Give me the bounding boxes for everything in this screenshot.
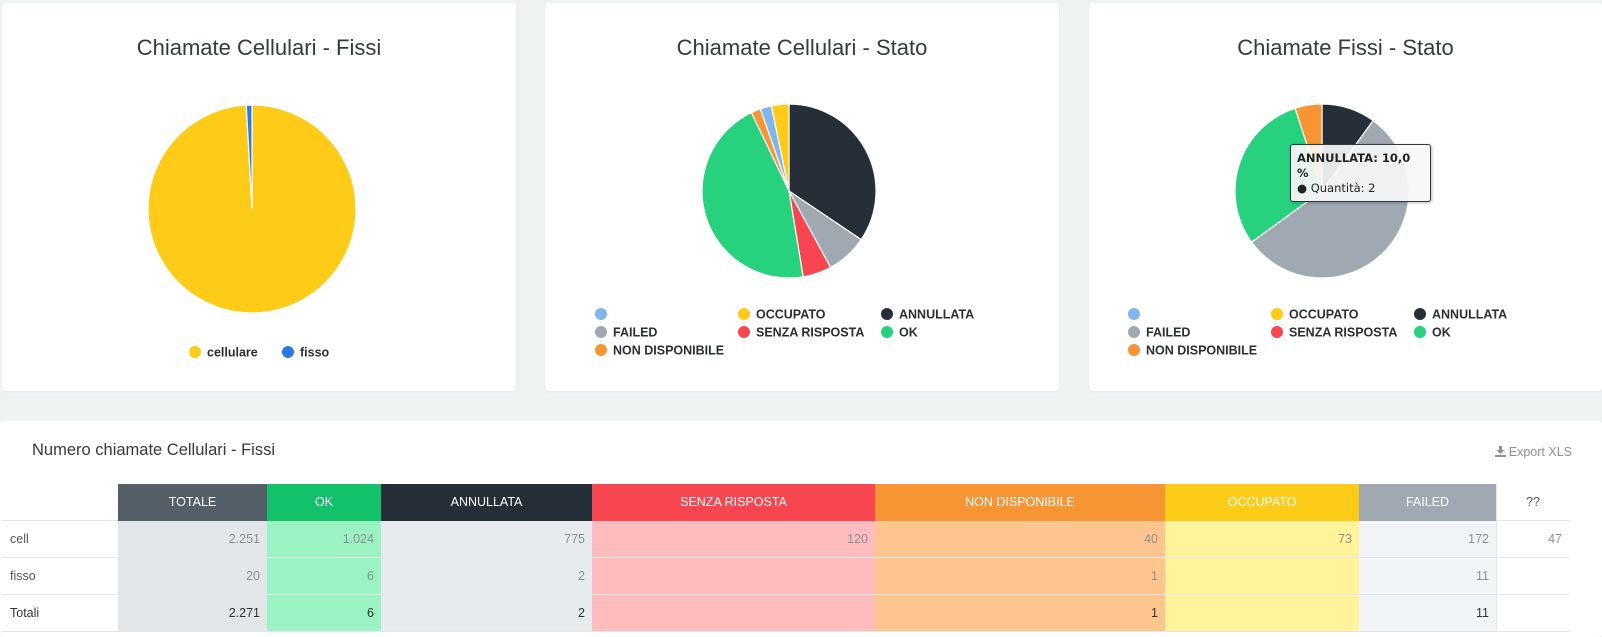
table-cell-annullata: 775 [381, 520, 592, 558]
legend-marker-occupato[interactable] [1271, 308, 1283, 320]
calls-table: TOTALE OK ANNULLATA SENZA RISPOSTA NON D… [2, 484, 1569, 632]
table-cell-blank [1496, 594, 1569, 632]
row-label: cell [2, 520, 118, 558]
table-cell-annullata: 2 [381, 594, 592, 632]
table-cell-annullata: 2 [381, 557, 592, 595]
table-card: Numero chiamate Cellulari - Fissi Export… [0, 421, 1602, 637]
legend-marker-ok[interactable] [881, 326, 893, 338]
header-annullata[interactable]: ANNULLATA [381, 484, 592, 521]
chart-card-cellulari-stato: Chiamate Cellulari - Stato OCCUPATO ANNUL… [545, 3, 1059, 391]
pie-slice-fisso[interactable] [245, 104, 253, 210]
table-cell-failed: 11 [1359, 594, 1497, 632]
pie-slice-ok[interactable] [701, 111, 804, 279]
chart-title: Chiamate Cellulari - Fissi [136, 35, 382, 60]
header-totale[interactable]: TOTALE [118, 484, 267, 521]
legend-label-non-disponibile[interactable]: NON DISPONIBILE [1146, 344, 1257, 358]
table-cell-ok: 1.024 [267, 520, 381, 558]
chart-card-fissi-stato: Chiamate Fissi - Stato OCCUPATO ANNULLATA… [1089, 3, 1602, 391]
chart-tooltip: ANNULLATA: 10,0 % ● Quantità: 2 [1290, 144, 1431, 202]
header-blank [2, 484, 118, 521]
pie-slice-annullata[interactable] [788, 103, 877, 241]
table-cell-non-disponibile: 40 [875, 520, 1165, 558]
table-cell-ok: 6 [267, 594, 381, 632]
legend-label-fisso[interactable]: fisso [300, 346, 330, 360]
table-cell-senza-risposta [592, 557, 875, 595]
legend-marker-failed[interactable] [595, 326, 607, 338]
chart-title: Chiamate Cellulari - Stato [676, 35, 928, 60]
export-label: Export XLS [1508, 445, 1572, 459]
row-label: fisso [2, 557, 118, 595]
table-cell-non-disponibile: 1 [875, 594, 1165, 632]
legend-label-cellulare[interactable]: cellulare [207, 346, 258, 360]
table-cell-failed: 11 [1359, 557, 1497, 595]
legend-label-non-disponibile[interactable]: NON DISPONIBILE [613, 344, 724, 358]
legend-marker-non-disponibile[interactable] [595, 344, 607, 356]
tooltip-line: Quantità: 2 [1310, 181, 1376, 195]
legend-marker-non-disponibile[interactable] [1128, 344, 1140, 356]
chart-card-cellulari-fissi: Chiamate Cellulari - Fissi cellulare fiss… [2, 3, 516, 391]
table-cell-totale: 2.251 [118, 520, 267, 558]
legend-label-failed[interactable]: FAILED [1146, 326, 1190, 340]
header-ok[interactable]: OK [267, 484, 381, 521]
legend-label-senza-risposta[interactable]: SENZA RISPOSTA [1289, 326, 1397, 340]
legend-marker-fisso[interactable] [282, 346, 294, 358]
header-unknown[interactable]: ?? [1496, 484, 1569, 521]
legend-marker-blank[interactable] [1128, 308, 1140, 320]
table-cell-blank [1496, 557, 1569, 595]
legend-label-senza-risposta[interactable]: SENZA RISPOSTA [756, 326, 864, 340]
legend-marker-annullata[interactable] [881, 308, 893, 320]
table-cell-occupato [1165, 594, 1359, 632]
export-xls-button[interactable]: Export XLS [1494, 445, 1572, 459]
legend-marker-senza-risposta[interactable] [1271, 326, 1283, 338]
pie-slice-ok[interactable] [1234, 107, 1323, 243]
table-row: fisso 20 6 2 1 11 [2, 557, 1569, 595]
table-cell-occupato [1165, 557, 1359, 595]
table-cell-failed: 172 [1359, 520, 1497, 558]
header-senza-risposta[interactable]: SENZA RISPOSTA [592, 484, 875, 521]
legend-marker-blank[interactable] [595, 308, 607, 320]
table-cell-blank: 47 [1496, 520, 1569, 558]
header-non-disponibile[interactable]: NON DISPONIBILE [875, 484, 1165, 521]
table-cell-ok: 6 [267, 557, 381, 595]
table-cell-non-disponibile: 1 [875, 557, 1165, 595]
table-row: Totali 2.271 6 2 1 11 [2, 594, 1569, 632]
legend-marker-failed[interactable] [1128, 326, 1140, 338]
header-occupato[interactable]: OCCUPATO [1165, 484, 1359, 521]
table-cell-occupato: 73 [1165, 520, 1359, 558]
legend-marker-annullata[interactable] [1414, 308, 1426, 320]
legend-label-annullata[interactable]: ANNULLATA [1432, 308, 1507, 322]
legend-label-annullata[interactable]: ANNULLATA [899, 308, 974, 322]
tooltip-title: ANNULLATA: 10,0 % [1297, 151, 1411, 180]
download-icon [1494, 445, 1506, 459]
legend-label-ok[interactable]: OK [899, 326, 918, 340]
pie-slice-occupato[interactable] [770, 103, 790, 192]
legend-label-occupato[interactable]: OCCUPATO [1289, 308, 1359, 322]
table-row: cell 2.251 1.024 775 120 40 73 172 47 [2, 520, 1569, 558]
legend-marker-occupato[interactable] [738, 308, 750, 320]
table-cell-totale: 2.271 [118, 594, 267, 632]
table-cell-totale: 20 [118, 557, 267, 595]
legend-marker-senza-risposta[interactable] [738, 326, 750, 338]
legend-label-ok[interactable]: OK [1432, 326, 1451, 340]
pie-chart-cellulari-stato: OCCUPATO ANNULLATA FAILED SENZA RISPOSTA OK N… [595, 103, 974, 358]
legend-label-occupato[interactable]: OCCUPATO [756, 308, 826, 322]
legend-label-failed[interactable]: FAILED [613, 326, 657, 340]
table-cell-senza-risposta: 120 [592, 520, 875, 558]
table-header-row: TOTALE OK ANNULLATA SENZA RISPOSTA NON D… [2, 484, 1569, 521]
table-title: Numero chiamate Cellulari - Fissi [32, 441, 275, 459]
header-failed[interactable]: FAILED [1359, 484, 1497, 521]
table-cell-senza-risposta [592, 594, 875, 632]
legend-marker-cellulare[interactable] [189, 346, 201, 358]
row-label: Totali [2, 594, 118, 632]
chart-title: Chiamate Fissi - Stato [1237, 35, 1454, 60]
tooltip-bullet-icon: ● [1297, 181, 1311, 195]
legend-marker-ok[interactable] [1414, 326, 1426, 338]
pie-chart-cellulari-fissi: cellulare fisso [147, 104, 357, 360]
